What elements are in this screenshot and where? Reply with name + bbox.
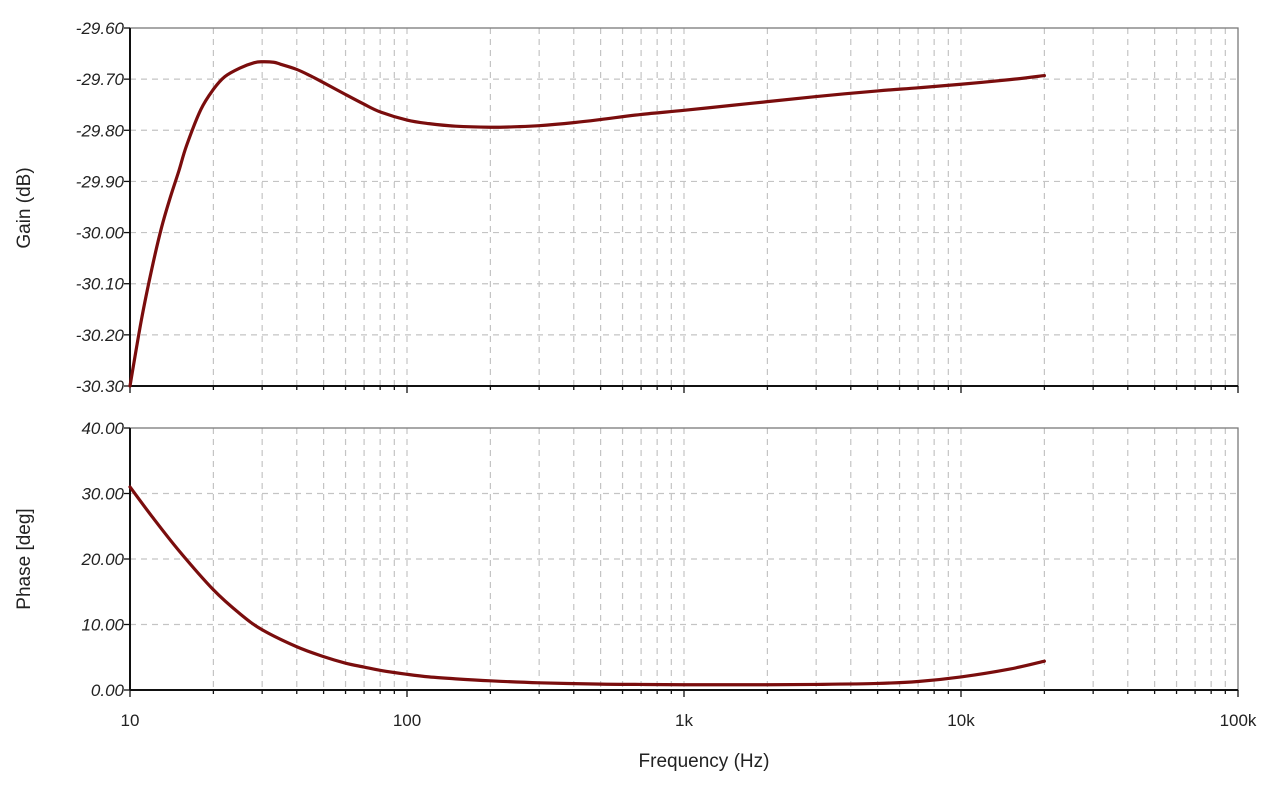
gain-y-tick-label: -29.90 xyxy=(76,172,125,191)
frequency-x-tick-label: 1k xyxy=(675,711,693,730)
gain-y-tick-label: -30.20 xyxy=(76,326,125,345)
gain-y-ticks: -29.60 -29.70 -29.80 -29.90 -30.00 -30.10 -30.… xyxy=(76,19,1239,396)
phase-y-tick-label: 30.00 xyxy=(81,485,124,504)
phase-y-tick-label: 20.00 xyxy=(80,550,124,569)
gain-grid xyxy=(130,28,1238,386)
frequency-x-tick-label: 100k xyxy=(1220,711,1257,730)
frequency-x-tick-label: 10 xyxy=(121,711,140,730)
gain-y-tick-label: -30.30 xyxy=(76,377,125,396)
gain-y-tick-label: -29.80 xyxy=(76,121,125,140)
gain-y-tick-label: -29.70 xyxy=(76,70,125,89)
gain-y-tick-label: -30.10 xyxy=(76,275,125,294)
frequency-x-tick-label: 100 xyxy=(393,711,421,730)
gain-y-tick-label: -30.00 xyxy=(76,224,125,243)
phase-y-tick-label: 40.00 xyxy=(81,419,124,438)
phase-y-tick-label: 10.00 xyxy=(81,616,124,635)
frequency-x-tick-label: 10k xyxy=(947,711,975,730)
frequency-x-ticks: 10 100 1k 10k 100k xyxy=(121,711,1257,730)
phase-grid xyxy=(130,428,1238,690)
gain-y-tick-label: -29.60 xyxy=(76,19,125,38)
phase-y-ticks: 40.00 30.00 20.00 10.00 0.00 xyxy=(80,419,1239,700)
frequency-x-axis-title: Frequency (Hz) xyxy=(639,751,770,772)
phase-y-axis-title: Phase [deg] xyxy=(14,508,35,609)
phase-y-tick-label: 0.00 xyxy=(91,681,125,700)
phase-curve xyxy=(128,485,1046,687)
gain-curve xyxy=(128,60,1046,388)
gain-y-axis-title: Gain (dB) xyxy=(14,167,35,248)
gain-panel: -29.60 -29.70 -29.80 -29.90 -30.00 -30.10 -30.… xyxy=(14,19,1239,396)
